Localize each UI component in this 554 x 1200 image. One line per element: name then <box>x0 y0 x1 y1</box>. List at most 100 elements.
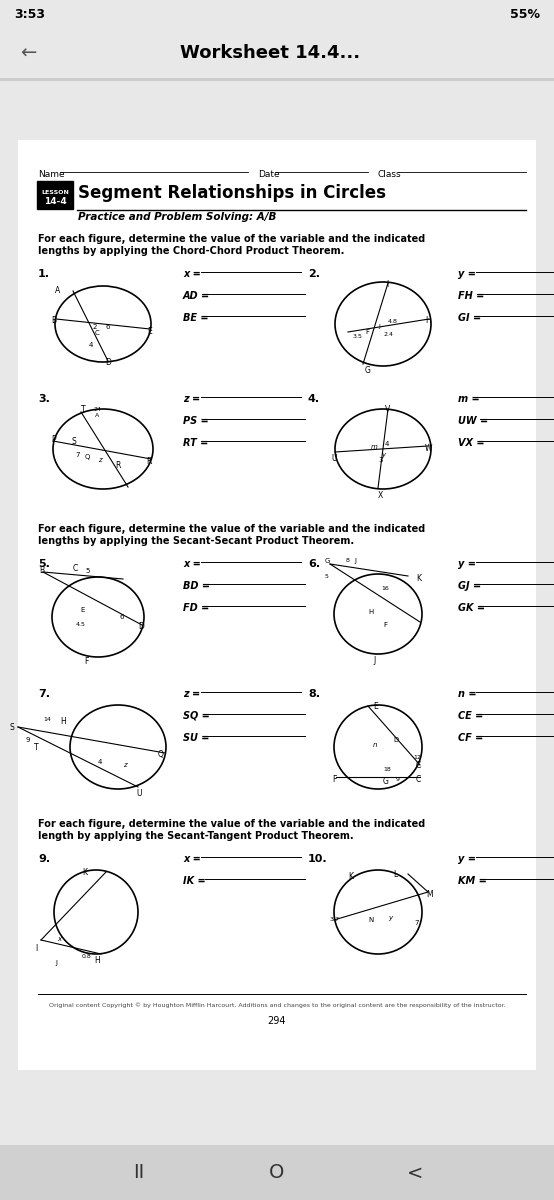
Text: 3.7: 3.7 <box>330 917 340 922</box>
Bar <box>0 1145 554 1200</box>
Text: M: M <box>426 890 433 899</box>
Text: Class: Class <box>378 170 402 179</box>
Text: 4.5: 4.5 <box>76 622 86 626</box>
Text: 10.: 10. <box>308 854 327 864</box>
Text: 3:53: 3:53 <box>14 7 45 20</box>
Text: I: I <box>35 944 37 953</box>
Text: 2: 2 <box>93 324 98 330</box>
Text: J: J <box>354 558 356 564</box>
Text: Worksheet 14.4...: Worksheet 14.4... <box>180 44 360 62</box>
Text: 4.: 4. <box>308 394 320 404</box>
Text: E: E <box>373 702 378 710</box>
Text: E: E <box>80 607 84 613</box>
Text: SQ =: SQ = <box>183 710 210 721</box>
Text: Practice and Problem Solving: A/B: Practice and Problem Solving: A/B <box>78 212 276 222</box>
Text: X: X <box>378 491 383 500</box>
Text: U: U <box>331 454 336 463</box>
Text: x =: x = <box>183 559 201 569</box>
Text: KM =: KM = <box>458 876 487 886</box>
Text: 0.8: 0.8 <box>82 954 92 959</box>
Text: BD =: BD = <box>183 581 210 590</box>
Text: y =: y = <box>458 854 476 864</box>
Text: E: E <box>147 326 152 336</box>
Text: 4.8: 4.8 <box>388 319 398 324</box>
Text: 8.: 8. <box>308 689 320 698</box>
Text: IK =: IK = <box>183 876 206 886</box>
Text: P: P <box>51 434 55 444</box>
Text: For each figure, determine the value of the variable and the indicated
lengths b: For each figure, determine the value of … <box>38 234 425 256</box>
Text: 1.: 1. <box>38 269 50 278</box>
Text: z: z <box>98 457 101 463</box>
Text: H: H <box>94 956 100 965</box>
Text: SU =: SU = <box>183 733 209 743</box>
Text: K: K <box>348 872 353 881</box>
Text: 4: 4 <box>89 342 94 348</box>
Text: For each figure, determine the value of the variable and the indicated
lengths b: For each figure, determine the value of … <box>38 524 425 546</box>
Text: F: F <box>365 329 369 335</box>
Text: B: B <box>51 316 56 325</box>
Text: Q: Q <box>85 454 90 460</box>
Text: 14-4: 14-4 <box>44 197 66 206</box>
Text: CF =: CF = <box>458 733 483 743</box>
Text: Q: Q <box>158 750 164 758</box>
Text: 9: 9 <box>26 737 30 743</box>
Text: G: G <box>383 778 389 786</box>
Text: z =: z = <box>183 689 200 698</box>
Text: Date: Date <box>258 170 280 179</box>
Text: H: H <box>425 316 431 325</box>
Text: 14: 14 <box>43 716 51 722</box>
Text: n: n <box>373 742 377 748</box>
Text: R: R <box>115 461 120 470</box>
Text: Name: Name <box>38 170 65 179</box>
Text: L: L <box>393 870 397 878</box>
Text: 5: 5 <box>85 568 89 574</box>
Text: 3: 3 <box>378 457 382 463</box>
Text: F: F <box>383 622 387 628</box>
Text: C: C <box>73 564 78 572</box>
Text: m: m <box>371 444 378 450</box>
Text: PS =: PS = <box>183 416 209 426</box>
Text: A: A <box>55 286 60 295</box>
Text: Segment Relationships in Circles: Segment Relationships in Circles <box>78 184 386 202</box>
Text: K: K <box>82 868 87 877</box>
Text: <: < <box>407 1164 424 1182</box>
Text: x =: x = <box>183 854 201 864</box>
Text: Original content Copyright © by Houghton Mifflin Harcourt. Additions and changes: Original content Copyright © by Houghton… <box>49 1002 505 1008</box>
Text: T: T <box>34 743 39 752</box>
Text: J: J <box>373 656 375 665</box>
Text: N: N <box>368 917 373 923</box>
Text: F: F <box>332 775 336 784</box>
Text: F: F <box>84 658 89 666</box>
Text: 2.4: 2.4 <box>383 332 393 337</box>
Text: y: y <box>381 452 385 458</box>
Text: 3.: 3. <box>38 394 50 404</box>
Text: S: S <box>10 722 15 732</box>
Text: D: D <box>138 622 144 631</box>
Text: H: H <box>368 608 373 614</box>
Text: D: D <box>105 358 111 367</box>
Text: GK =: GK = <box>458 602 485 613</box>
Text: AD =: AD = <box>183 290 210 301</box>
Bar <box>0 28 554 78</box>
Text: z =: z = <box>183 394 200 404</box>
Text: 4: 4 <box>385 440 389 446</box>
Bar <box>18 140 536 1070</box>
Text: K: K <box>416 574 421 583</box>
Text: LESSON: LESSON <box>41 190 69 194</box>
Text: 6: 6 <box>105 324 110 330</box>
Text: C: C <box>416 761 421 770</box>
Text: 7: 7 <box>414 920 418 926</box>
Text: G: G <box>365 366 371 374</box>
Text: R: R <box>146 457 151 466</box>
Text: 16: 16 <box>381 586 389 590</box>
Text: I: I <box>386 280 388 289</box>
Bar <box>37 181 73 209</box>
Text: J: J <box>55 960 57 966</box>
Text: 3.5: 3.5 <box>353 334 363 338</box>
Text: m =: m = <box>458 394 480 404</box>
Text: 24: 24 <box>93 407 101 412</box>
Text: y: y <box>388 914 392 922</box>
Text: S: S <box>71 437 76 446</box>
Text: 7.: 7. <box>38 689 50 698</box>
Text: II: II <box>133 1164 144 1182</box>
